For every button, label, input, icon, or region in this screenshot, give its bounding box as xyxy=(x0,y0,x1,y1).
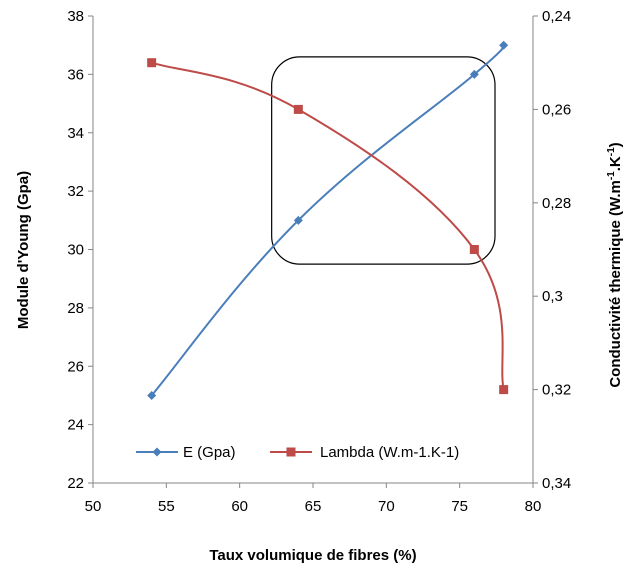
series-1-point xyxy=(499,40,509,50)
series-2-point xyxy=(469,245,479,254)
series-line-1 xyxy=(150,44,505,397)
series-2-point xyxy=(293,104,303,114)
axes: 50 55 60 65 70 75 80 22 24 26 28 30 32 34 36 38 0,24 0,26… xyxy=(67,8,571,515)
series-layer xyxy=(147,40,509,400)
x-tick-label: 55 xyxy=(158,498,175,515)
series-line-2 xyxy=(151,61,505,390)
y-right-tick-label: 0,28 xyxy=(542,195,571,212)
y-right-tick-label: 0,3 xyxy=(542,288,563,305)
y-right-title-sup2: -1 xyxy=(606,147,617,156)
legend-label-1: E (Gpa) xyxy=(183,444,236,461)
x-tick-label: 75 xyxy=(451,498,468,515)
series-1-point xyxy=(147,390,157,400)
highlight-rect xyxy=(271,56,496,265)
legend-marker-2 xyxy=(286,447,296,457)
y-left-tick-label: 30 xyxy=(67,242,84,259)
y-right-title-main: Conductivité thermique (W.m xyxy=(607,180,624,388)
y-left-tick-label: 28 xyxy=(67,300,84,317)
x-tick-label: 65 xyxy=(305,498,322,515)
y-right-title-end: ) xyxy=(607,142,624,147)
axis-titles: Taux volumique de fibres (%) Module d'Yo… xyxy=(15,142,624,564)
y-left-axis-title: Module d'Young (Gpa) xyxy=(15,171,32,329)
highlight-box xyxy=(271,56,496,265)
series-1-point xyxy=(293,215,303,225)
legend-label-2: Lambda (W.m-1.K-1) xyxy=(320,444,459,461)
y-right-tick-label: 0,34 xyxy=(542,475,571,492)
legend-marker-1 xyxy=(152,447,162,457)
y-right-tick-label: 0,24 xyxy=(542,8,571,25)
y-right-title-sup1: -1 xyxy=(606,171,617,180)
x-tick-label: 50 xyxy=(85,498,102,515)
y-left-tick-label: 26 xyxy=(67,358,84,375)
y-left-tick-label: 24 xyxy=(67,417,84,434)
series-2-point xyxy=(499,385,509,395)
y-right-tick-label: 0,32 xyxy=(542,382,571,399)
y-right-title-mid: .K xyxy=(607,156,624,171)
y-left-tick-label: 38 xyxy=(67,8,84,25)
y-left-tick-label: 22 xyxy=(67,475,84,492)
y-left-tick-label: 36 xyxy=(67,66,84,83)
y-right-tick-label: 0,26 xyxy=(542,101,571,118)
x-tick-label: 60 xyxy=(231,498,248,515)
x-tick-label: 80 xyxy=(525,498,542,515)
y-left-tick-label: 34 xyxy=(67,125,84,142)
series-1-point xyxy=(469,69,479,79)
y-right-axis-title: Conductivité thermique (W.m-1.K-1) xyxy=(606,142,624,387)
y-left-tick-label: 32 xyxy=(67,183,84,200)
x-tick-label: 70 xyxy=(378,498,395,515)
series-2-point xyxy=(147,58,157,68)
legend: E (Gpa) Lambda (W.m-1.K-1) xyxy=(136,444,459,461)
x-axis-title: Taux volumique de fibres (%) xyxy=(209,547,416,564)
